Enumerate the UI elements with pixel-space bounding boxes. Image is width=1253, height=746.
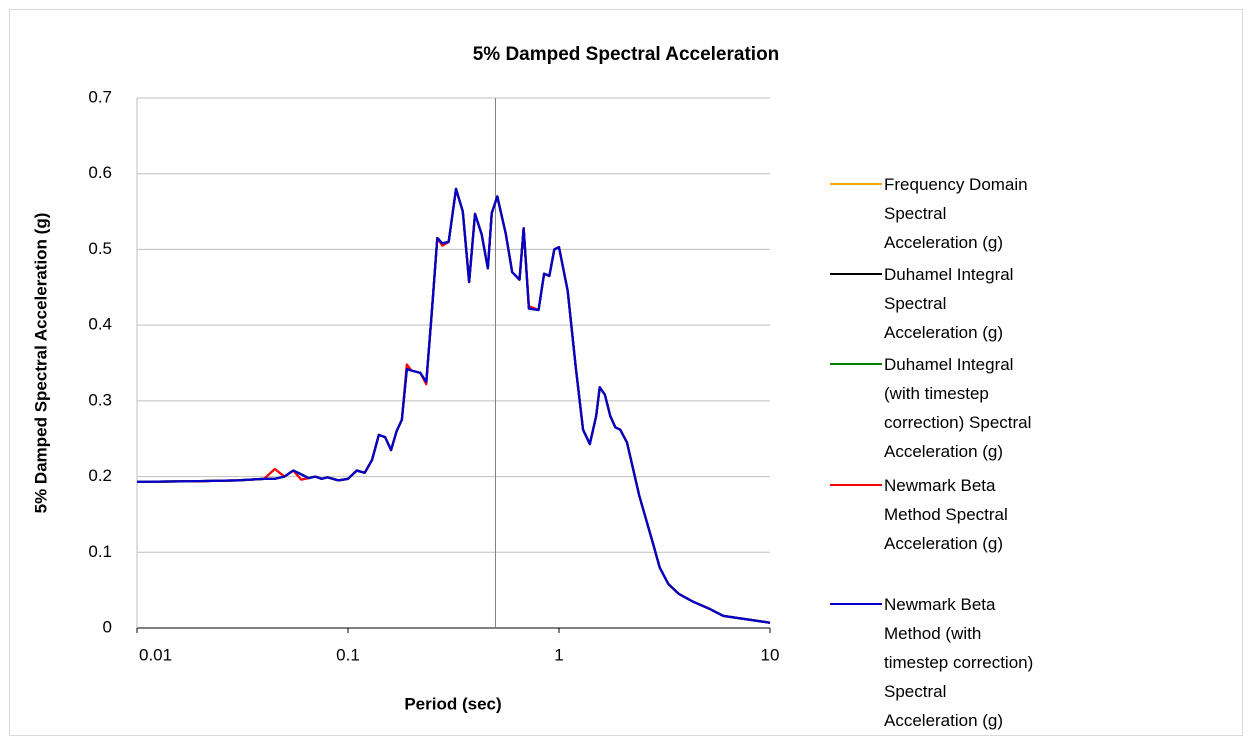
y-tick-label: 0.1 [88, 542, 112, 561]
legend-item: Newmark Beta Method (with timestep corre… [830, 590, 1160, 735]
legend-label: Duhamel Integral (with timestep correcti… [884, 355, 1032, 461]
x-axis-title: Period (sec) [404, 694, 501, 713]
y-tick-label: 0.7 [88, 87, 112, 106]
series-line [136, 187, 771, 624]
legend-item: Duhamel Integral Spectral Acceleration (… [830, 260, 1160, 347]
chart-frame [9, 9, 1243, 736]
chart-title: 5% Damped Spectral Acceleration [473, 44, 780, 65]
legend-label: Newmark Beta Method (with timestep corre… [884, 595, 1034, 730]
legend-swatch [830, 484, 882, 486]
legend-swatch [830, 603, 882, 605]
x-tick-label: 10 [761, 645, 780, 664]
y-tick-label: 0.5 [88, 239, 112, 258]
y-tick-label: 0 [103, 617, 112, 636]
y-tick-label: 0.2 [88, 466, 112, 485]
legend-swatch [830, 273, 882, 275]
x-tick-label: 1 [554, 645, 563, 664]
x-tick-label: 0.01 [139, 645, 172, 664]
y-tick-label: 0.3 [88, 390, 112, 409]
legend-item: Frequency Domain Spectral Acceleration (… [830, 170, 1160, 257]
legend-swatch [830, 363, 882, 365]
y-axis-title: 5% Damped Spectral Acceleration (g) [31, 213, 50, 514]
legend-label: Duhamel Integral Spectral Acceleration (… [884, 265, 1014, 342]
y-tick-label: 0.6 [88, 163, 112, 182]
legend-swatch [830, 183, 882, 185]
legend-item: Duhamel Integral (with timestep correcti… [830, 350, 1160, 466]
legend-label: Frequency Domain Spectral Acceleration (… [884, 175, 1028, 252]
legend-label: Newmark Beta Method Spectral Acceleratio… [884, 476, 1008, 553]
y-tick-label: 0.4 [88, 315, 112, 334]
x-tick-label: 0.1 [336, 645, 360, 664]
legend-item: Newmark Beta Method Spectral Acceleratio… [830, 471, 1160, 558]
